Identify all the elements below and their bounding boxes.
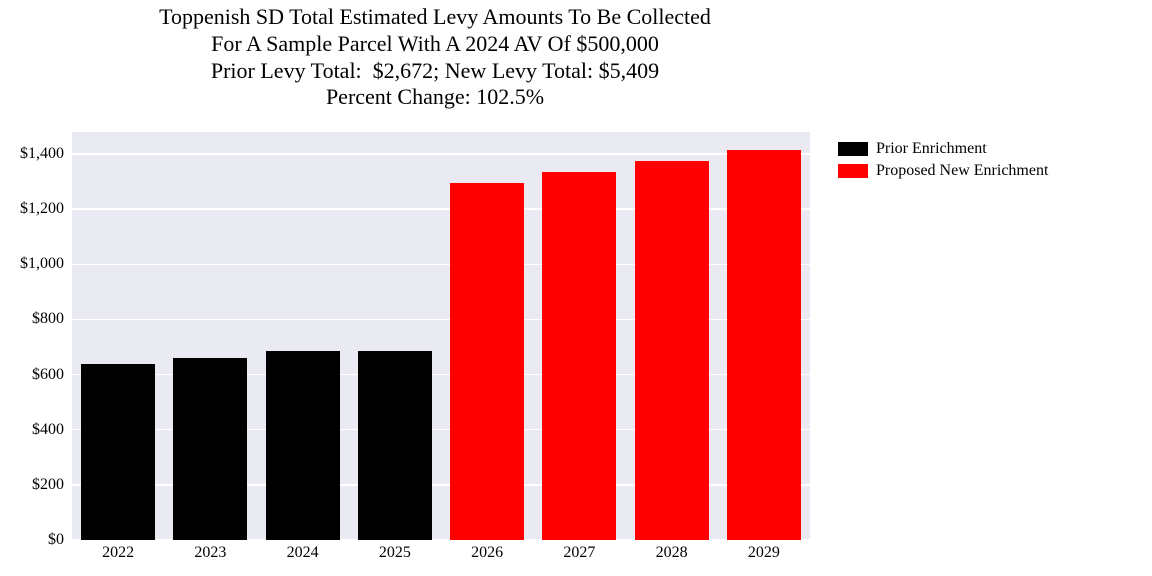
legend-item: Proposed New Enrichment xyxy=(838,162,1048,180)
x-axis-tick-label: 2026 xyxy=(471,544,503,562)
title-line-1: Toppenish SD Total Estimated Levy Amount… xyxy=(60,4,810,31)
bar xyxy=(81,364,155,540)
legend-label: Proposed New Enrichment xyxy=(876,162,1048,180)
title-line-4: Percent Change: 102.5% xyxy=(60,84,810,111)
legend-item: Prior Enrichment xyxy=(838,140,1048,158)
y-axis-tick-label: $1,200 xyxy=(20,200,64,218)
x-axis-tick-label: 2024 xyxy=(287,544,319,562)
y-axis-tick-label: $1,000 xyxy=(20,255,64,273)
legend-label: Prior Enrichment xyxy=(876,140,987,158)
gridline-h xyxy=(72,153,810,155)
bar xyxy=(173,358,247,540)
bar xyxy=(635,161,709,540)
bar xyxy=(266,351,340,540)
y-axis-tick-label: $600 xyxy=(32,366,64,384)
title-line-2: For A Sample Parcel With A 2024 AV Of $5… xyxy=(60,31,810,58)
bar xyxy=(727,150,801,540)
y-axis-tick-label: $0 xyxy=(48,531,64,549)
title-line-3: Prior Levy Total: $2,672; New Levy Total… xyxy=(60,58,810,85)
x-axis-tick-label: 2028 xyxy=(656,544,688,562)
y-axis-tick-label: $400 xyxy=(32,421,64,439)
bar xyxy=(358,351,432,540)
x-axis-tick-label: 2027 xyxy=(563,544,595,562)
x-axis-tick-label: 2025 xyxy=(379,544,411,562)
chart-title: Toppenish SD Total Estimated Levy Amount… xyxy=(60,4,810,111)
bar xyxy=(450,183,524,540)
y-axis-tick-label: $200 xyxy=(32,476,64,494)
legend-swatch xyxy=(838,164,868,178)
legend-swatch xyxy=(838,142,868,156)
x-axis-tick-label: 2023 xyxy=(194,544,226,562)
legend: Prior Enrichment Proposed New Enrichment xyxy=(838,140,1048,184)
plot-area: $0$200$400$600$800$1,000$1,200$1,4002022… xyxy=(72,132,810,540)
y-axis-tick-label: $1,400 xyxy=(20,145,64,163)
y-axis-tick-label: $800 xyxy=(32,310,64,328)
chart-container: Toppenish SD Total Estimated Levy Amount… xyxy=(0,0,1152,576)
x-axis-tick-label: 2029 xyxy=(748,544,780,562)
bar xyxy=(542,172,616,540)
x-axis-tick-label: 2022 xyxy=(102,544,134,562)
